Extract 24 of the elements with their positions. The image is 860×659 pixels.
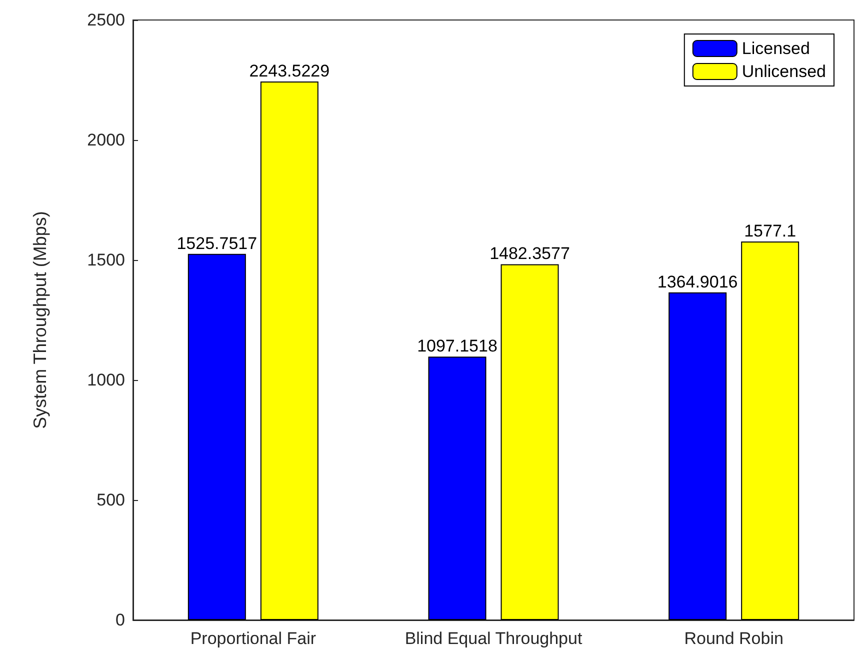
bar <box>428 356 486 620</box>
x-tick-label: Blind Equal Throughput <box>404 629 582 648</box>
y-tick-label: 0 <box>116 610 125 630</box>
legend-label: Unlicensed <box>742 62 826 81</box>
data-label: 1364.9016 <box>657 272 738 292</box>
y-tick-label: 2000 <box>87 130 125 150</box>
x-tick-label: Round Robin <box>684 629 784 648</box>
data-label: 1097.1518 <box>417 336 498 356</box>
data-label: 1525.7517 <box>176 234 258 253</box>
legend-label: Licensed <box>742 39 810 58</box>
bar <box>260 82 318 620</box>
bar <box>188 254 246 620</box>
y-tick-label: 1500 <box>87 250 125 270</box>
bar <box>668 292 727 620</box>
y-tick-label: 500 <box>96 490 125 510</box>
bar <box>500 264 559 620</box>
data-label: 1577.1 <box>744 221 796 240</box>
y-tick-label: 1000 <box>87 370 125 390</box>
bar <box>741 241 800 620</box>
y-tick-label: 2500 <box>87 10 125 30</box>
x-tick-label: Proportional Fair <box>190 629 316 648</box>
data-label: 1482.3577 <box>490 244 570 264</box>
data-label: 2243.5229 <box>249 62 330 81</box>
y-axis-title: System Throughput (Mbps) <box>30 211 50 429</box>
